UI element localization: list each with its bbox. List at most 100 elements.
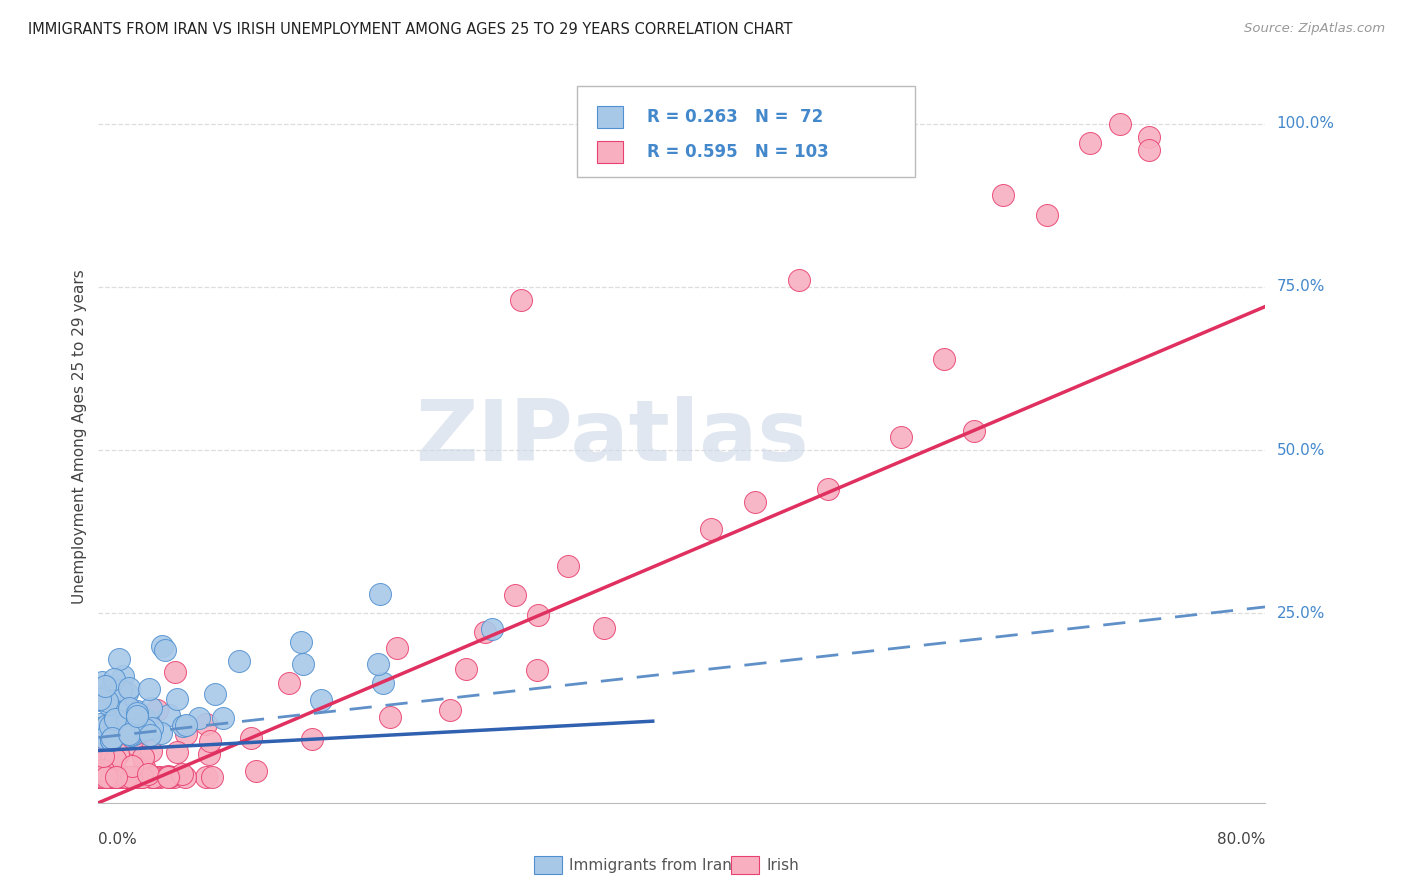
Point	[111, 770, 134, 784]
Point	[104, 717, 127, 731]
Point	[166, 745, 188, 759]
Point	[1137, 143, 1160, 157]
Point	[121, 759, 143, 773]
Point	[100, 733, 122, 747]
Point	[89, 770, 111, 784]
Text: 25.0%: 25.0%	[1277, 606, 1324, 621]
Point	[149, 770, 172, 784]
Point	[89, 692, 111, 706]
Point	[153, 643, 176, 657]
Point	[118, 728, 141, 742]
Point	[385, 640, 408, 655]
Point	[97, 697, 120, 711]
Point	[138, 682, 160, 697]
Point	[117, 770, 139, 784]
Point	[787, 273, 810, 287]
Point	[91, 749, 114, 764]
Point	[96, 770, 118, 784]
Point	[150, 639, 173, 653]
Point	[198, 747, 221, 762]
Point	[100, 732, 122, 747]
Y-axis label: Unemployment Among Ages 25 to 29 years: Unemployment Among Ages 25 to 29 years	[72, 269, 87, 605]
Point	[934, 351, 956, 366]
Point	[103, 672, 125, 686]
Point	[817, 483, 839, 497]
Point	[593, 621, 616, 635]
Point	[98, 719, 121, 733]
Point	[93, 731, 115, 746]
Point	[174, 727, 197, 741]
Point	[454, 661, 477, 675]
Point	[107, 747, 129, 762]
Point	[104, 770, 127, 784]
Point	[187, 711, 209, 725]
Point	[110, 683, 132, 698]
Point	[127, 712, 149, 726]
Text: 0.0%: 0.0%	[98, 832, 138, 847]
Point	[96, 694, 118, 708]
Point	[93, 770, 115, 784]
Point	[139, 701, 162, 715]
Point	[94, 731, 117, 746]
Point	[104, 752, 127, 766]
Point	[245, 764, 267, 779]
Point	[89, 721, 111, 735]
Point	[89, 770, 111, 784]
Point	[97, 770, 120, 784]
Point	[104, 770, 127, 784]
Point	[195, 770, 218, 784]
Point	[91, 721, 114, 735]
Point	[91, 746, 114, 760]
Point	[96, 731, 118, 746]
Point	[1108, 117, 1130, 131]
Point	[474, 625, 496, 640]
Point	[105, 722, 128, 736]
Point	[166, 692, 188, 706]
Point	[228, 654, 250, 668]
Point	[96, 718, 118, 732]
Point	[211, 711, 233, 725]
Point	[174, 770, 197, 784]
Point	[94, 689, 117, 703]
Point	[93, 690, 115, 704]
Point	[117, 686, 139, 700]
Point	[124, 713, 146, 727]
Point	[114, 770, 136, 784]
Point	[201, 770, 224, 784]
Point	[125, 770, 148, 784]
Point	[156, 769, 179, 783]
Point	[141, 721, 163, 735]
Point	[120, 770, 142, 784]
Point	[439, 703, 461, 717]
Point	[89, 770, 111, 784]
Text: Source: ZipAtlas.com: Source: ZipAtlas.com	[1244, 22, 1385, 36]
Point	[89, 770, 111, 784]
Point	[100, 750, 122, 764]
Point	[111, 669, 134, 683]
Point	[174, 718, 197, 732]
Point	[125, 706, 148, 720]
Point	[278, 676, 301, 690]
Point	[309, 693, 332, 707]
Point	[100, 731, 122, 745]
Text: Immigrants from Iran: Immigrants from Iran	[569, 858, 733, 872]
Point	[101, 770, 124, 784]
Point	[97, 770, 120, 784]
Point	[100, 686, 122, 700]
FancyBboxPatch shape	[596, 141, 623, 162]
Point	[131, 770, 153, 784]
Point	[1035, 208, 1057, 222]
Text: 75.0%: 75.0%	[1277, 279, 1324, 294]
Point	[98, 770, 121, 784]
Text: ZIPatlas: ZIPatlas	[415, 395, 808, 479]
Point	[118, 700, 141, 714]
Point	[121, 728, 143, 742]
Point	[89, 770, 111, 784]
Point	[142, 770, 165, 784]
Point	[134, 723, 156, 737]
Point	[129, 720, 152, 734]
Point	[131, 770, 153, 784]
Point	[91, 675, 114, 690]
Point	[91, 770, 114, 784]
FancyBboxPatch shape	[576, 86, 915, 178]
